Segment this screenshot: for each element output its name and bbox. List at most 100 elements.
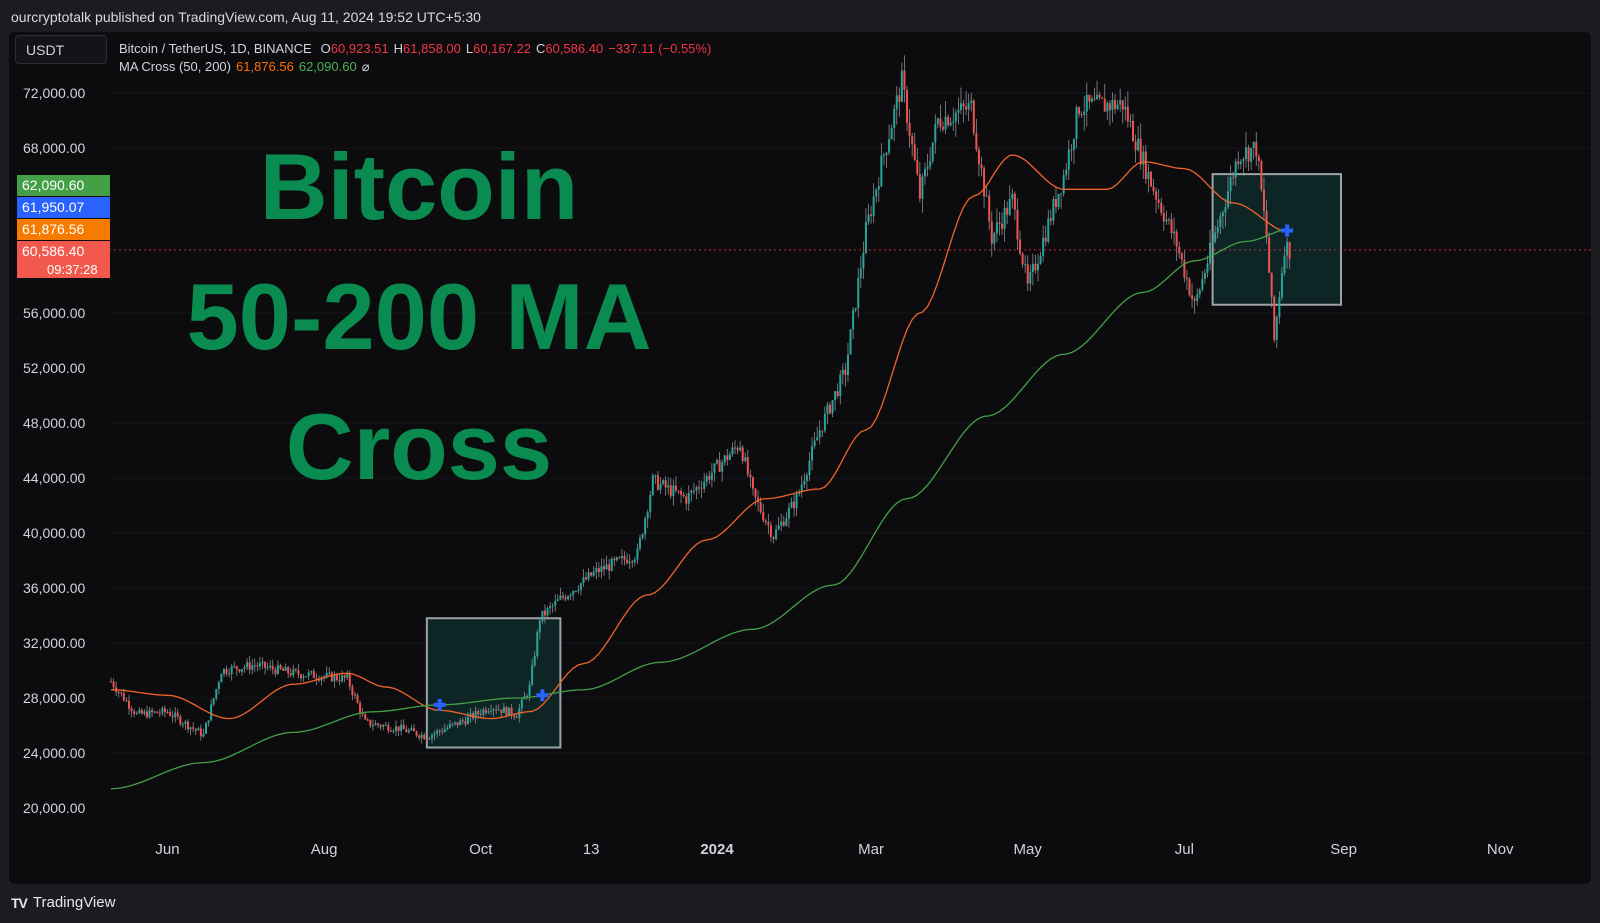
candle-body [1036, 263, 1039, 271]
candle-body [1088, 94, 1091, 102]
tradingview-logo-icon: TV [11, 894, 28, 911]
crosshair-price-badge: 61,950.07 [17, 197, 110, 218]
candle-body [181, 724, 184, 726]
candle-body [677, 490, 680, 492]
indicator-row: MA Cross (50, 200) 61,876.56 62,090.60 ⌀ [119, 58, 711, 76]
candle-body [343, 675, 346, 678]
candle-body [305, 676, 308, 678]
candle-body [366, 719, 369, 721]
candle-body [1191, 295, 1194, 299]
candle-body [451, 723, 454, 725]
candle-body [428, 738, 431, 740]
candle-body [1026, 264, 1029, 284]
candle-body [751, 477, 754, 489]
candle-body [1157, 199, 1160, 203]
candle-body [651, 475, 654, 495]
candle-body [1160, 202, 1163, 213]
candle-body [908, 122, 911, 137]
candle-body [710, 472, 713, 480]
candle-body [957, 109, 960, 113]
candle-body [1121, 100, 1124, 110]
candle-body [929, 161, 932, 167]
candle-body [438, 730, 441, 732]
candle-body [682, 494, 685, 497]
candle-body [138, 709, 141, 713]
candle-body [767, 522, 770, 526]
candle-body [582, 577, 585, 584]
ma200-price-badge: 62,090.60 [17, 175, 110, 196]
candle-body [297, 670, 300, 675]
candle-body [780, 521, 783, 526]
candle-body [888, 139, 891, 153]
candle-body [1134, 141, 1137, 151]
candle-body [944, 116, 947, 130]
candle-body [279, 665, 282, 669]
candle-body [215, 689, 218, 699]
candle-body [852, 310, 855, 330]
candle-body [906, 89, 909, 123]
candle-body [600, 566, 603, 573]
candle-body [610, 558, 613, 571]
candle-body [492, 709, 495, 711]
candle-body [389, 730, 392, 732]
candle-body [731, 447, 734, 455]
candle-body [754, 488, 757, 498]
candle-body [790, 501, 793, 508]
candle-body [662, 480, 665, 484]
candle-body [628, 561, 631, 564]
candle-body [1052, 198, 1055, 221]
candle-body [857, 277, 860, 309]
indicator-label[interactable]: MA Cross (50, 200) [119, 59, 231, 74]
candle-body [387, 724, 390, 731]
candle-body [490, 710, 493, 712]
candle-body [698, 487, 701, 489]
candle-body [1001, 223, 1004, 229]
currency-button[interactable]: USDT [15, 35, 107, 64]
candle-body [841, 369, 844, 375]
symbol-label[interactable]: Bitcoin / TetherUS, 1D, BINANCE [119, 41, 312, 56]
candle-body [217, 682, 220, 690]
high-value: 61,858.00 [403, 41, 461, 56]
candle-body [538, 621, 541, 633]
candle-body [446, 727, 449, 730]
candle-body [413, 728, 416, 732]
candle-body [695, 487, 698, 491]
y-tick-label: 56,000.00 [23, 305, 85, 321]
candle-body [1173, 231, 1176, 234]
price-chart[interactable]: 72,000.00 68,000.00 56,000.00 52,000.00 48,0… [9, 32, 1591, 884]
candle-body [811, 446, 814, 461]
candle-body [520, 699, 523, 709]
candle-body [163, 708, 166, 713]
moving-averages [110, 154, 1288, 790]
candle-body [877, 186, 880, 190]
tradingview-brand[interactable]: TV TradingView [11, 894, 115, 911]
candle-body [716, 460, 719, 464]
candle-body [572, 591, 575, 596]
candle-body [813, 440, 816, 447]
candle-body [174, 712, 177, 718]
candle-body [264, 661, 267, 668]
chart-panel[interactable]: 72,000.00 68,000.00 56,000.00 52,000.00 48,0… [9, 32, 1591, 884]
candle-body [148, 709, 151, 718]
candle-body [890, 127, 893, 140]
candle-body [703, 481, 706, 489]
candle-body [831, 400, 834, 414]
candle-body [900, 70, 903, 102]
tradingview-wordmark: TradingView [32, 894, 116, 911]
candle-body [893, 108, 896, 128]
candle-body [983, 168, 986, 197]
hide-indicator-icon[interactable]: ⌀ [361, 59, 370, 74]
candle-body [885, 152, 888, 155]
candle-body [672, 485, 675, 497]
candles-layer [110, 55, 1291, 744]
y-tick-label: 32,000.00 [23, 635, 85, 651]
candle-body [497, 709, 500, 711]
candle-body [1016, 209, 1019, 240]
candle-body [808, 460, 811, 476]
ma50-price-badge: 61,876.56 [17, 219, 110, 240]
candle-body [988, 195, 991, 222]
candle-body [1108, 103, 1111, 111]
candle-body [407, 730, 410, 733]
candle-body [1237, 161, 1240, 165]
y-tick-label: 40,000.00 [23, 525, 85, 541]
